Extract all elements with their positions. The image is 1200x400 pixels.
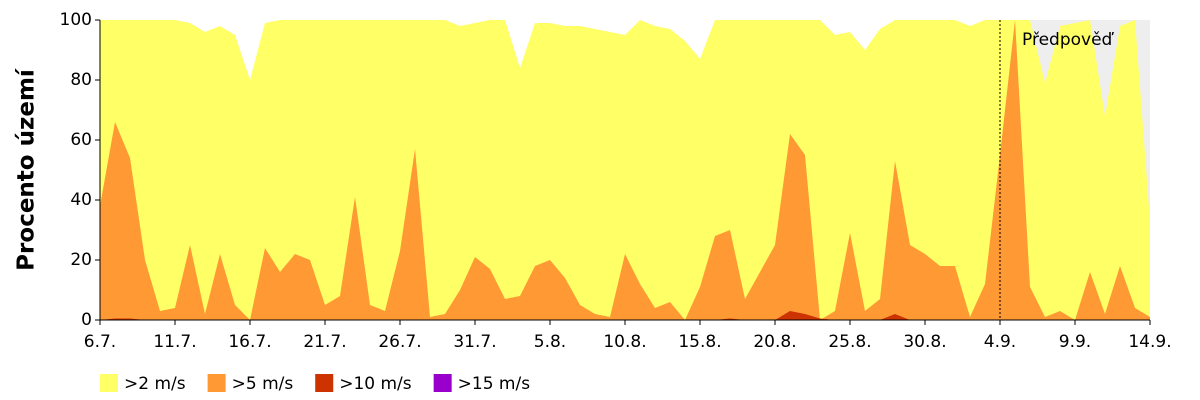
x-tick-label: 15.8.	[678, 332, 721, 352]
y-tick-label: 20	[70, 250, 92, 270]
area	[100, 311, 1150, 320]
x-tick-label: 14.9.	[1128, 332, 1171, 352]
x-tick-label: 26.7.	[378, 332, 421, 352]
x-tick-label: 31.7.	[453, 332, 496, 352]
x-tick-label: 16.7.	[228, 332, 271, 352]
legend-swatch	[100, 374, 118, 392]
y-tick-label: 0	[81, 310, 92, 330]
x-tick-label: 20.8.	[753, 332, 796, 352]
x-tick-label: 9.9.	[1059, 332, 1091, 352]
x-tick-label: 25.8.	[828, 332, 871, 352]
legend-swatch	[433, 374, 452, 392]
legend-text: >10 m/s	[339, 374, 412, 394]
y-tick-label: 100	[60, 10, 92, 30]
legend-swatch	[207, 374, 226, 392]
x-tick-label: 30.8.	[903, 332, 946, 352]
x-tick-label: 11.7.	[153, 332, 196, 352]
legend-swatch	[315, 374, 334, 392]
x-tick-label: 4.9.	[984, 332, 1016, 352]
x-tick-label: 5.8.	[534, 332, 566, 352]
y-tick-label: 40	[70, 190, 92, 210]
y-tick-label: 80	[70, 70, 92, 90]
y-tick-label: 60	[70, 130, 92, 150]
area	[100, 20, 1150, 320]
legend-text: >15 m/s	[458, 374, 531, 394]
y-axis-label: Procento území	[14, 68, 40, 271]
forecast-label: Předpověď	[1022, 30, 1115, 50]
x-tick-label: 10.8.	[603, 332, 646, 352]
legend-text: >2 m/s	[124, 374, 186, 394]
x-tick-label: 6.7.	[84, 332, 116, 352]
x-tick-label: 21.7.	[303, 332, 346, 352]
legend-text: >5 m/s	[232, 374, 294, 394]
